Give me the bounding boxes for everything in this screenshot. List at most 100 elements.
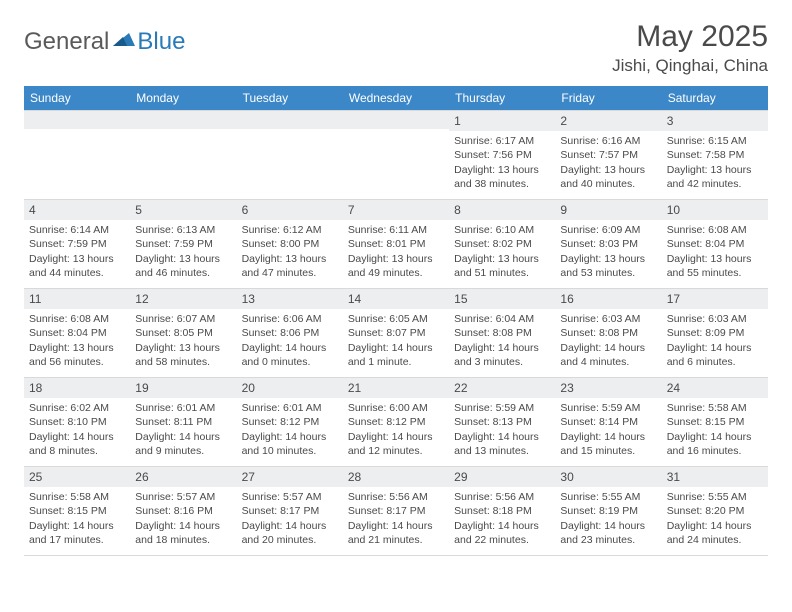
sunrise-text: Sunrise: 6:09 AM [560, 223, 656, 237]
day-cell: 9Sunrise: 6:09 AMSunset: 8:03 PMDaylight… [555, 200, 661, 288]
month-title: May 2025 [612, 20, 768, 54]
day-body: Sunrise: 6:05 AMSunset: 8:07 PMDaylight:… [343, 309, 449, 374]
day-number [237, 111, 343, 129]
sunset-text: Sunset: 8:14 PM [560, 415, 656, 429]
sunset-text: Sunset: 8:04 PM [667, 237, 763, 251]
daylight-text: Daylight: 14 hours and 10 minutes. [242, 430, 338, 458]
sunset-text: Sunset: 8:11 PM [135, 415, 231, 429]
day-body: Sunrise: 6:07 AMSunset: 8:05 PMDaylight:… [130, 309, 236, 374]
day-body: Sunrise: 6:10 AMSunset: 8:02 PMDaylight:… [449, 220, 555, 285]
day-number: 18 [24, 378, 130, 398]
sunset-text: Sunset: 8:10 PM [29, 415, 125, 429]
sunset-text: Sunset: 8:00 PM [242, 237, 338, 251]
logo-text-blue: Blue [137, 28, 185, 56]
sunrise-text: Sunrise: 5:58 AM [667, 401, 763, 415]
day-number [343, 111, 449, 129]
daylight-text: Daylight: 14 hours and 24 minutes. [667, 519, 763, 547]
daylight-text: Daylight: 13 hours and 38 minutes. [454, 163, 550, 191]
day-body: Sunrise: 6:15 AMSunset: 7:58 PMDaylight:… [662, 131, 768, 196]
sunset-text: Sunset: 8:19 PM [560, 504, 656, 518]
day-cell: 18Sunrise: 6:02 AMSunset: 8:10 PMDayligh… [24, 378, 130, 466]
title-block: May 2025 Jishi, Qinghai, China [612, 20, 768, 76]
day-number: 20 [237, 378, 343, 398]
day-number: 11 [24, 289, 130, 309]
day-number: 28 [343, 467, 449, 487]
day-number [130, 111, 236, 129]
day-body: Sunrise: 6:00 AMSunset: 8:12 PMDaylight:… [343, 398, 449, 463]
sunrise-text: Sunrise: 6:07 AM [135, 312, 231, 326]
day-body: Sunrise: 6:14 AMSunset: 7:59 PMDaylight:… [24, 220, 130, 285]
sunrise-text: Sunrise: 6:17 AM [454, 134, 550, 148]
week-row: 1Sunrise: 6:17 AMSunset: 7:56 PMDaylight… [24, 110, 768, 199]
day-cell: 8Sunrise: 6:10 AMSunset: 8:02 PMDaylight… [449, 200, 555, 288]
week-row: 4Sunrise: 6:14 AMSunset: 7:59 PMDaylight… [24, 199, 768, 288]
day-number: 27 [237, 467, 343, 487]
day-cell-empty [130, 111, 236, 199]
sunset-text: Sunset: 7:58 PM [667, 148, 763, 162]
day-body: Sunrise: 6:04 AMSunset: 8:08 PMDaylight:… [449, 309, 555, 374]
day-cell: 25Sunrise: 5:58 AMSunset: 8:15 PMDayligh… [24, 467, 130, 555]
day-cell: 2Sunrise: 6:16 AMSunset: 7:57 PMDaylight… [555, 111, 661, 199]
day-cell: 3Sunrise: 6:15 AMSunset: 7:58 PMDaylight… [662, 111, 768, 199]
sunrise-text: Sunrise: 5:55 AM [667, 490, 763, 504]
dow-saturday: Saturday [662, 86, 768, 110]
daylight-text: Daylight: 14 hours and 22 minutes. [454, 519, 550, 547]
daylight-text: Daylight: 14 hours and 1 minute. [348, 341, 444, 369]
sunset-text: Sunset: 7:59 PM [29, 237, 125, 251]
day-cell: 22Sunrise: 5:59 AMSunset: 8:13 PMDayligh… [449, 378, 555, 466]
day-cell: 29Sunrise: 5:56 AMSunset: 8:18 PMDayligh… [449, 467, 555, 555]
dow-header-row: SundayMondayTuesdayWednesdayThursdayFrid… [24, 86, 768, 110]
sunrise-text: Sunrise: 6:06 AM [242, 312, 338, 326]
dow-sunday: Sunday [24, 86, 130, 110]
day-number: 14 [343, 289, 449, 309]
day-body: Sunrise: 6:11 AMSunset: 8:01 PMDaylight:… [343, 220, 449, 285]
daylight-text: Daylight: 13 hours and 40 minutes. [560, 163, 656, 191]
day-number: 17 [662, 289, 768, 309]
day-number: 30 [555, 467, 661, 487]
day-cell: 26Sunrise: 5:57 AMSunset: 8:16 PMDayligh… [130, 467, 236, 555]
day-cell: 4Sunrise: 6:14 AMSunset: 7:59 PMDaylight… [24, 200, 130, 288]
sunrise-text: Sunrise: 6:04 AM [454, 312, 550, 326]
sunrise-text: Sunrise: 6:05 AM [348, 312, 444, 326]
day-body: Sunrise: 5:56 AMSunset: 8:17 PMDaylight:… [343, 487, 449, 552]
day-number: 23 [555, 378, 661, 398]
daylight-text: Daylight: 14 hours and 4 minutes. [560, 341, 656, 369]
day-body: Sunrise: 6:01 AMSunset: 8:11 PMDaylight:… [130, 398, 236, 463]
sunrise-text: Sunrise: 6:00 AM [348, 401, 444, 415]
sunrise-text: Sunrise: 6:08 AM [29, 312, 125, 326]
day-cell: 14Sunrise: 6:05 AMSunset: 8:07 PMDayligh… [343, 289, 449, 377]
day-number: 6 [237, 200, 343, 220]
day-cell: 21Sunrise: 6:00 AMSunset: 8:12 PMDayligh… [343, 378, 449, 466]
day-body: Sunrise: 6:09 AMSunset: 8:03 PMDaylight:… [555, 220, 661, 285]
sunrise-text: Sunrise: 5:58 AM [29, 490, 125, 504]
day-cell: 27Sunrise: 5:57 AMSunset: 8:17 PMDayligh… [237, 467, 343, 555]
daylight-text: Daylight: 14 hours and 0 minutes. [242, 341, 338, 369]
sunset-text: Sunset: 8:15 PM [667, 415, 763, 429]
sunrise-text: Sunrise: 6:03 AM [560, 312, 656, 326]
sunset-text: Sunset: 8:09 PM [667, 326, 763, 340]
dow-tuesday: Tuesday [237, 86, 343, 110]
day-cell: 23Sunrise: 5:59 AMSunset: 8:14 PMDayligh… [555, 378, 661, 466]
day-body: Sunrise: 5:58 AMSunset: 8:15 PMDaylight:… [662, 398, 768, 463]
sunrise-text: Sunrise: 6:14 AM [29, 223, 125, 237]
sunrise-text: Sunrise: 6:10 AM [454, 223, 550, 237]
day-number: 19 [130, 378, 236, 398]
calendar: SundayMondayTuesdayWednesdayThursdayFrid… [24, 86, 768, 556]
sunrise-text: Sunrise: 5:57 AM [135, 490, 231, 504]
day-cell: 30Sunrise: 5:55 AMSunset: 8:19 PMDayligh… [555, 467, 661, 555]
day-number: 25 [24, 467, 130, 487]
daylight-text: Daylight: 13 hours and 53 minutes. [560, 252, 656, 280]
day-cell: 20Sunrise: 6:01 AMSunset: 8:12 PMDayligh… [237, 378, 343, 466]
day-cell: 28Sunrise: 5:56 AMSunset: 8:17 PMDayligh… [343, 467, 449, 555]
day-number: 15 [449, 289, 555, 309]
sunrise-text: Sunrise: 6:11 AM [348, 223, 444, 237]
day-cell: 24Sunrise: 5:58 AMSunset: 8:15 PMDayligh… [662, 378, 768, 466]
day-number: 3 [662, 111, 768, 131]
sunrise-text: Sunrise: 5:56 AM [454, 490, 550, 504]
sunrise-text: Sunrise: 6:15 AM [667, 134, 763, 148]
day-number: 29 [449, 467, 555, 487]
sunset-text: Sunset: 8:20 PM [667, 504, 763, 518]
day-number: 8 [449, 200, 555, 220]
day-body: Sunrise: 6:02 AMSunset: 8:10 PMDaylight:… [24, 398, 130, 463]
location: Jishi, Qinghai, China [612, 56, 768, 76]
